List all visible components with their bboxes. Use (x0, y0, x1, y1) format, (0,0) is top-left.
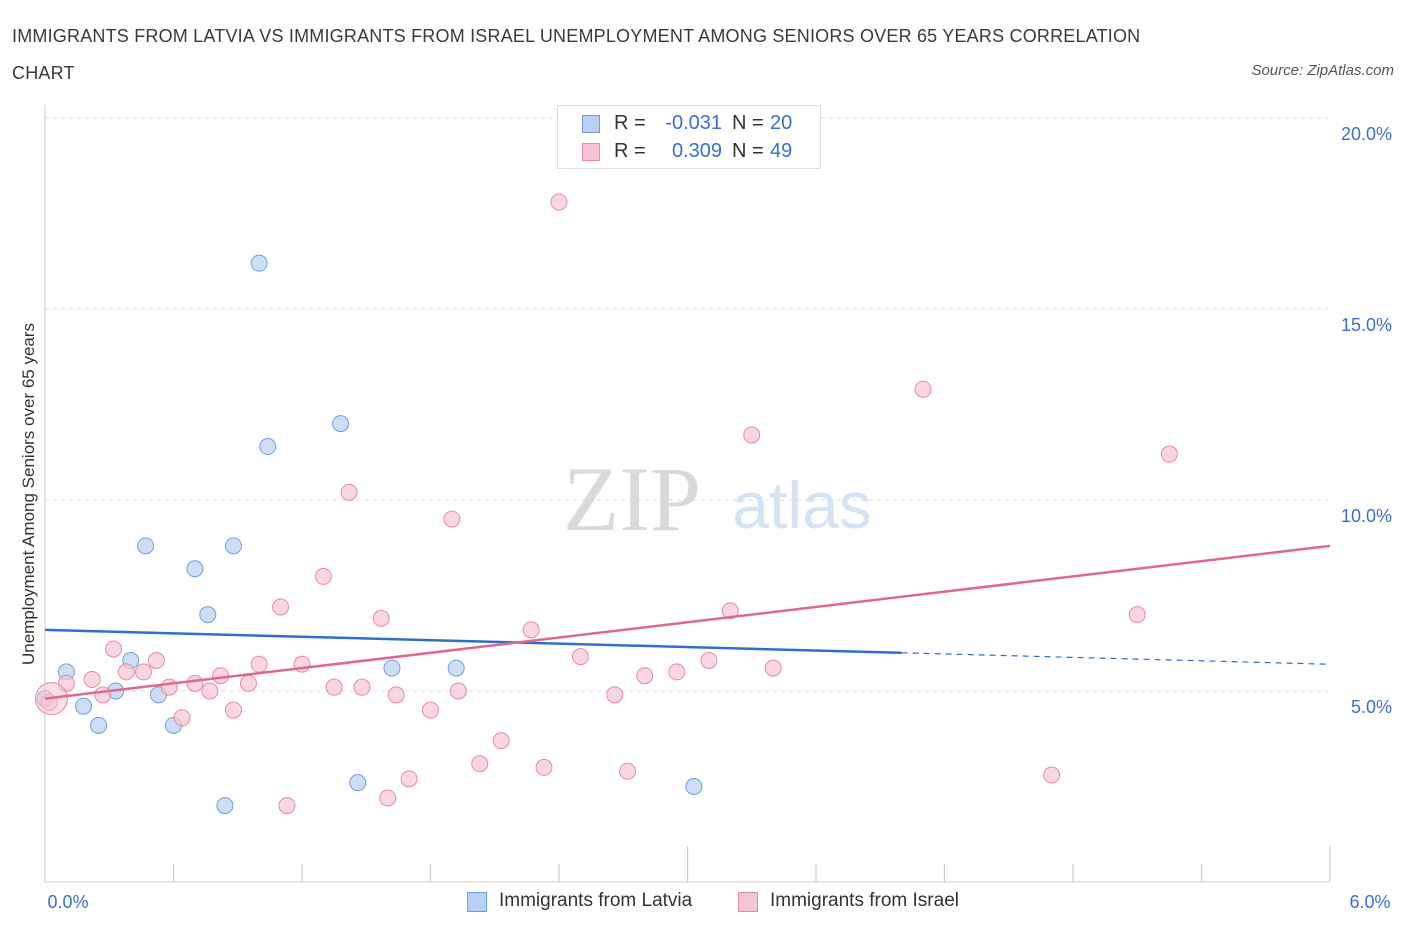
israel-point (224, 701, 242, 719)
israel-point (372, 609, 390, 627)
y-axis-label: Unemployment Among Seniors over 65 years (19, 323, 38, 665)
israel-point (340, 483, 358, 501)
israel-trend-line (44, 544, 1331, 700)
source-label: Source: ZipAtlas.com (1251, 62, 1394, 79)
latvia-point (137, 537, 155, 555)
israel-point (764, 659, 782, 677)
latvia-point (259, 438, 277, 456)
israel-point (1160, 445, 1178, 463)
trend-lines (44, 544, 1331, 700)
israel-point (636, 667, 654, 685)
israel-point (492, 732, 510, 750)
israel-point (1043, 766, 1061, 784)
latvia-point (90, 716, 108, 734)
latvia-point (383, 659, 401, 677)
israel-point (83, 671, 101, 689)
israel-point (314, 567, 332, 585)
israel-point (272, 598, 290, 616)
n-value: 20 (770, 112, 793, 134)
israel-point (353, 678, 371, 696)
y-tick-label: 20.0% (1341, 124, 1392, 144)
israel-point (212, 667, 230, 685)
n-label: N = (732, 112, 764, 134)
y-tick-label: 15.0% (1341, 315, 1392, 335)
israel-point (94, 686, 112, 704)
israel-point (619, 762, 637, 780)
latvia-point (332, 415, 350, 433)
israel-point (700, 651, 718, 669)
watermark-zip: ZIP (563, 448, 701, 550)
correlation-stats-box: R = -0.031 N = 20 R = 0.309 N = 49 (557, 105, 821, 169)
israel-point (471, 755, 489, 773)
latvia-point (349, 774, 367, 792)
israel-point (422, 701, 439, 719)
y-tick-label: 5.0% (1351, 697, 1392, 717)
israel-point (914, 380, 932, 398)
grid-lines (45, 117, 1330, 692)
latvia-trend-extension (901, 652, 1331, 665)
legend-swatch-israel (738, 892, 758, 912)
r-value: -0.031 (665, 112, 722, 134)
israel-point (186, 674, 204, 692)
n-label: N = (732, 140, 764, 162)
israel-point (278, 797, 296, 815)
y-tick-label: 10.0% (1341, 506, 1392, 526)
israel-point (550, 193, 568, 211)
latvia-swatch (582, 115, 600, 133)
r-label: R = (614, 140, 646, 162)
israel-point (325, 678, 343, 696)
latvia-point (75, 697, 93, 715)
israel-point (721, 602, 739, 620)
israel-point (522, 621, 540, 639)
israel-point (743, 426, 761, 444)
israel-point (250, 655, 268, 673)
israel-point (147, 651, 165, 669)
chart-title: IMMIGRANTS FROM LATVIA VS IMMIGRANTS FRO… (12, 26, 1141, 83)
x-tick-label-max: 6.0% (1349, 892, 1390, 912)
series-latvia-points (36, 254, 703, 815)
n-value: 49 (770, 140, 793, 162)
r-value: 0.309 (671, 140, 722, 162)
israel-point (449, 682, 467, 700)
israel-point (1128, 606, 1146, 624)
israel-point (535, 758, 553, 776)
israel-point (135, 663, 153, 681)
israel-point (117, 663, 135, 681)
israel-point (571, 648, 589, 666)
israel-point (239, 674, 257, 692)
israel-point (606, 686, 624, 704)
latvia-trend-line (44, 628, 902, 655)
latvia-point (199, 606, 217, 624)
latvia-point (250, 254, 268, 272)
israel-point (387, 686, 405, 704)
r-label: R = (614, 112, 646, 134)
israel-point (201, 682, 219, 700)
legend-label-israel: Immigrants from Israel (770, 890, 959, 911)
israel-point (443, 510, 461, 528)
legend-label-latvia: Immigrants from Latvia (499, 890, 693, 911)
watermark-atlas: atlas (732, 468, 871, 542)
israel-point (173, 709, 191, 727)
latvia-point (447, 659, 465, 677)
x-tick-label-min: 0.0% (47, 892, 88, 912)
latvia-point (224, 537, 242, 555)
israel-point (105, 640, 123, 658)
israel-point (379, 789, 397, 807)
y-tick-labels: 5.0% 10.0% 15.0% 20.0% (1341, 124, 1392, 717)
latvia-point (216, 797, 234, 815)
latvia-point (685, 778, 703, 795)
latvia-point (186, 560, 204, 578)
israel-swatch (582, 143, 600, 161)
israel-point (400, 770, 418, 788)
legend-swatch-latvia (467, 892, 487, 912)
axes (44, 105, 1331, 883)
israel-point (668, 663, 686, 681)
israel-point (160, 678, 178, 696)
